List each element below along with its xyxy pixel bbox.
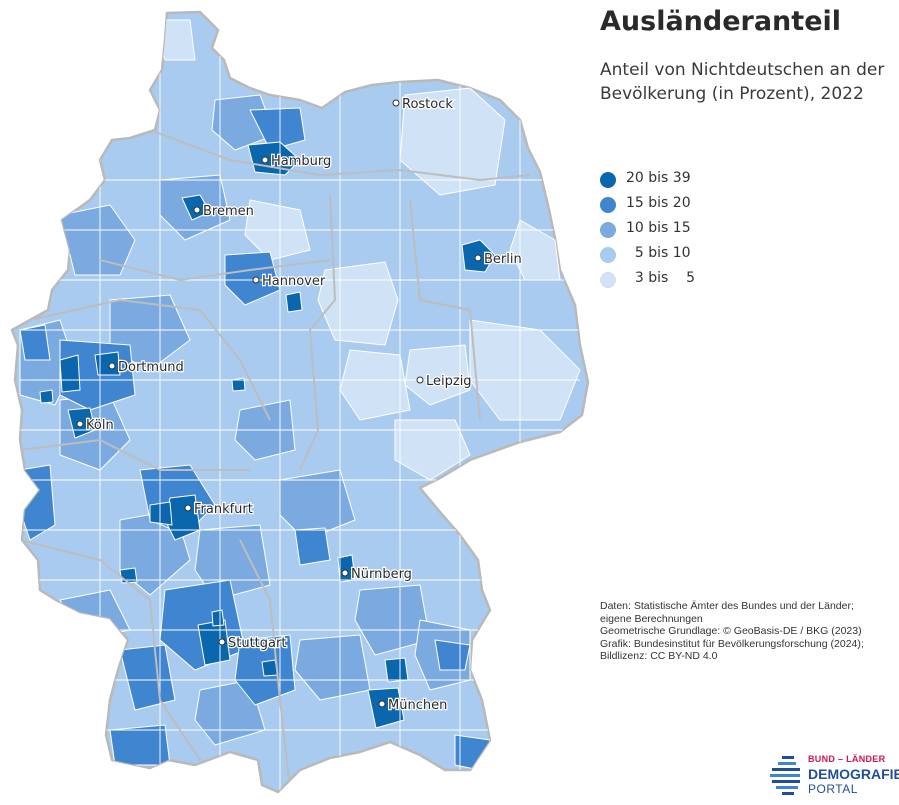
source-notes: Daten: Statistische Ämter des Bundes und… <box>600 600 895 663</box>
city-dot <box>76 420 84 428</box>
city-dot <box>184 504 192 512</box>
legend-swatch <box>600 272 616 288</box>
city-markers: Rostock Hamburg Bremen Berlin Hannover Dortmu… <box>76 96 523 714</box>
city-dot <box>416 376 424 384</box>
city-dot <box>108 362 116 370</box>
legend-swatch <box>600 247 616 263</box>
source-geometry-line: Geometrische Grundlage: © GeoBasis-DE / … <box>600 625 862 637</box>
source-data-line: eigene Berechnungen <box>600 612 703 625</box>
demografie-portal-logo: BUND – LÄNDER DEMOGRAFIE PORTAL <box>770 752 899 800</box>
legend-swatch <box>600 197 616 213</box>
city-label: Bremen <box>203 204 254 219</box>
legend-swatch <box>600 172 616 188</box>
map-regions <box>10 10 590 794</box>
city-label: Stuttgart <box>228 636 286 651</box>
city-dot <box>341 569 349 577</box>
legend-label: 3 bis 5 <box>626 270 696 286</box>
source-data-line: Daten: Statistische Ämter des Bundes und… <box>600 600 854 612</box>
city-label: Hamburg <box>271 154 331 169</box>
map-subtitle: Anteil von Nichtdeutschen an der Bevölke… <box>600 60 885 104</box>
city-dot <box>252 276 260 284</box>
city-label: Leipzig <box>426 374 472 389</box>
city-label: Dortmund <box>118 360 184 375</box>
city-label: Berlin <box>484 252 522 267</box>
city-dot <box>193 206 201 214</box>
logo-top-text: BUND – LÄNDER <box>808 754 886 764</box>
city-label: München <box>388 698 447 713</box>
germany-map: Rostock Hamburg Bremen Berlin Hannover Dortmu… <box>10 10 590 794</box>
legend-label: 10 bis 15 <box>626 220 691 236</box>
legend-swatch <box>600 222 616 238</box>
city-dot <box>218 638 226 646</box>
logo-main-text: DEMOGRAFIE <box>808 766 899 782</box>
city-dot <box>261 156 269 164</box>
city-dot <box>378 700 386 708</box>
city-dot <box>474 254 482 262</box>
legend-label: 20 bis 39 <box>626 170 691 186</box>
city-label: Nürnberg <box>351 567 412 582</box>
city-dot <box>392 99 400 107</box>
city-label: Frankfurt <box>194 502 253 517</box>
legend-label: 15 bis 20 <box>626 195 691 211</box>
map-title: Ausländeranteil <box>600 6 842 37</box>
source-license-line: Bildlizenz: CC BY-ND 4.0 <box>600 650 718 662</box>
city-label: Köln <box>86 418 114 433</box>
legend-label: 5 bis 10 <box>626 245 691 261</box>
logo-sub-text: PORTAL <box>808 782 858 796</box>
city-label: Hannover <box>262 274 326 289</box>
source-graphic-line: Grafik: Bundesinstitut für Bevölkerungsf… <box>600 637 864 650</box>
city-label: Rostock <box>402 97 453 112</box>
logo-mark-icon <box>770 756 800 795</box>
